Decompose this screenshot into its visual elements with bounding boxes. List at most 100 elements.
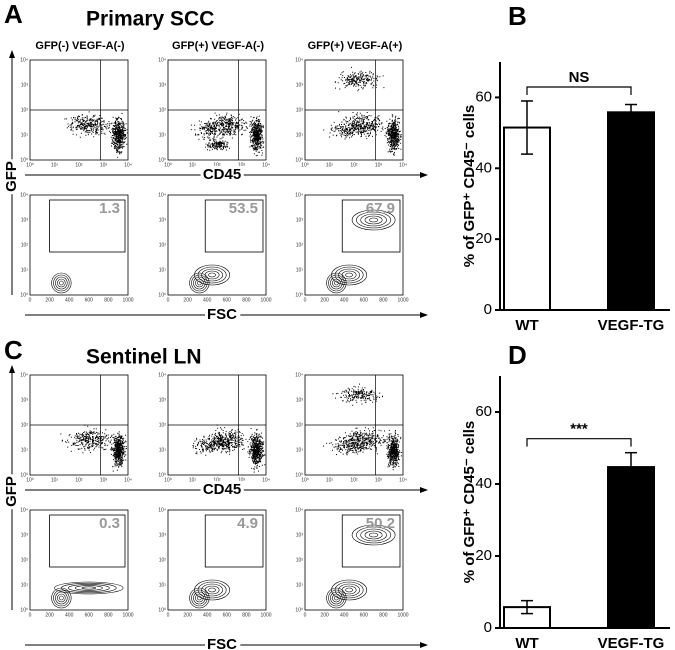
y-tick-label: 10¹ [159, 582, 167, 588]
gate-percent: 53.5 [229, 200, 258, 217]
x-tick-label: 200 [320, 612, 329, 618]
y-tick-label: 10⁰ [20, 157, 28, 163]
x-tick-label: 1000 [397, 297, 408, 303]
x-tick-label: VEGF-TG [598, 317, 665, 334]
contour [356, 211, 392, 229]
contour [191, 274, 208, 292]
x-tick-label: 10² [213, 477, 221, 483]
contour [338, 268, 360, 282]
x-tick-label: 600 [85, 612, 94, 618]
x-tick-label: 0 [167, 612, 170, 618]
x-tick-label: 10² [75, 162, 83, 168]
contour [356, 526, 392, 544]
contour [368, 532, 379, 538]
contour [338, 583, 360, 597]
y-tick-label: 10² [21, 242, 29, 248]
y-tick-label: 10⁰ [158, 607, 166, 613]
x-tick-label: 10³ [100, 477, 108, 483]
x-tick-label: 600 [360, 297, 369, 303]
contour [204, 585, 220, 595]
x-tick-label: 10² [350, 162, 358, 168]
y-tick-label: 10² [296, 557, 304, 563]
contour [189, 587, 210, 609]
contour [81, 586, 96, 590]
x-tick-label: 10¹ [189, 162, 197, 168]
y-tick-label: 10³ [159, 217, 167, 223]
y-tick-label: 10³ [296, 532, 304, 538]
contour [55, 591, 68, 605]
contour [194, 264, 231, 286]
contour [67, 584, 110, 592]
gate [204, 199, 264, 253]
x-tick-label: 10⁴ [124, 162, 132, 168]
arrow-head [9, 50, 15, 58]
contour [345, 272, 353, 278]
x-tick-label: 10⁴ [262, 477, 270, 483]
x-tick-label: 10¹ [326, 477, 334, 483]
y-tick-label: 10² [159, 557, 167, 563]
y-tick-label: 10⁰ [158, 157, 166, 163]
y-tick-label: 10¹ [296, 267, 304, 273]
panel-letter: A [4, 0, 23, 29]
contour [341, 585, 357, 595]
x-tick-label: 0 [167, 297, 170, 303]
x-tick-label: 10² [350, 477, 358, 483]
contour [330, 591, 343, 605]
gate-percent: 0.3 [99, 515, 120, 532]
axis-label: CD45 [203, 481, 241, 498]
plot-frame [29, 509, 129, 611]
panel-title: Sentinel LN [86, 346, 202, 369]
y-tick-label: 10⁰ [20, 607, 28, 613]
x-tick-label: 400 [65, 297, 74, 303]
gate [341, 514, 401, 568]
x-tick-label: 10¹ [51, 162, 59, 168]
gate-percent: 67.9 [366, 200, 395, 217]
bar [607, 111, 655, 311]
y-tick-label: 10⁴ [158, 192, 166, 198]
contour [193, 591, 206, 605]
panel-letter: C [4, 335, 23, 365]
x-tick-label: 0 [29, 297, 32, 303]
x-tick-label: 400 [203, 297, 212, 303]
y-tick-label: 10³ [159, 82, 167, 88]
significance-bracket [526, 438, 632, 447]
x-tick-label: 10¹ [189, 477, 197, 483]
x-tick-label: 600 [223, 612, 232, 618]
y-tick-label: 10¹ [21, 267, 29, 273]
plot-frame [304, 509, 404, 611]
significance-label: *** [570, 421, 588, 438]
contour [201, 268, 223, 282]
contour [368, 217, 379, 223]
y-tick-label: 10¹ [159, 447, 167, 453]
x-tick-label: 10³ [238, 162, 246, 168]
contour [330, 276, 343, 290]
x-tick-label: 0 [304, 297, 307, 303]
y-tick-label: 10³ [296, 397, 304, 403]
x-tick-label: 200 [183, 612, 192, 618]
x-tick-label: 10⁴ [124, 477, 132, 483]
contour [197, 581, 227, 599]
contour [51, 272, 72, 294]
contour [195, 593, 204, 603]
axis-label: CD45 [203, 166, 241, 183]
x-tick-label: 200 [183, 297, 192, 303]
gate [341, 199, 401, 253]
contour [191, 589, 208, 607]
column-header: GFP(+) VEGF-A(-) [172, 40, 264, 52]
x-tick-label: VEGF-TG [598, 635, 665, 650]
y-tick-label: 10⁴ [295, 372, 303, 378]
axis-label: GFP [3, 161, 20, 192]
plot-frame [167, 509, 267, 611]
y-tick-label: 10⁰ [20, 292, 28, 298]
y-tick-label: 10⁰ [295, 157, 303, 163]
y-tick-label: 10² [21, 557, 29, 563]
y-tick-label: 10¹ [21, 582, 29, 588]
contour [360, 528, 387, 542]
y-tick-label: 40 [475, 475, 492, 492]
y-tick-label: 10² [21, 107, 29, 113]
x-tick-label: 200 [45, 297, 54, 303]
bar [503, 126, 551, 311]
y-tick-label: 10³ [21, 217, 29, 223]
contour [59, 280, 64, 286]
dot-cloud [64, 111, 128, 158]
